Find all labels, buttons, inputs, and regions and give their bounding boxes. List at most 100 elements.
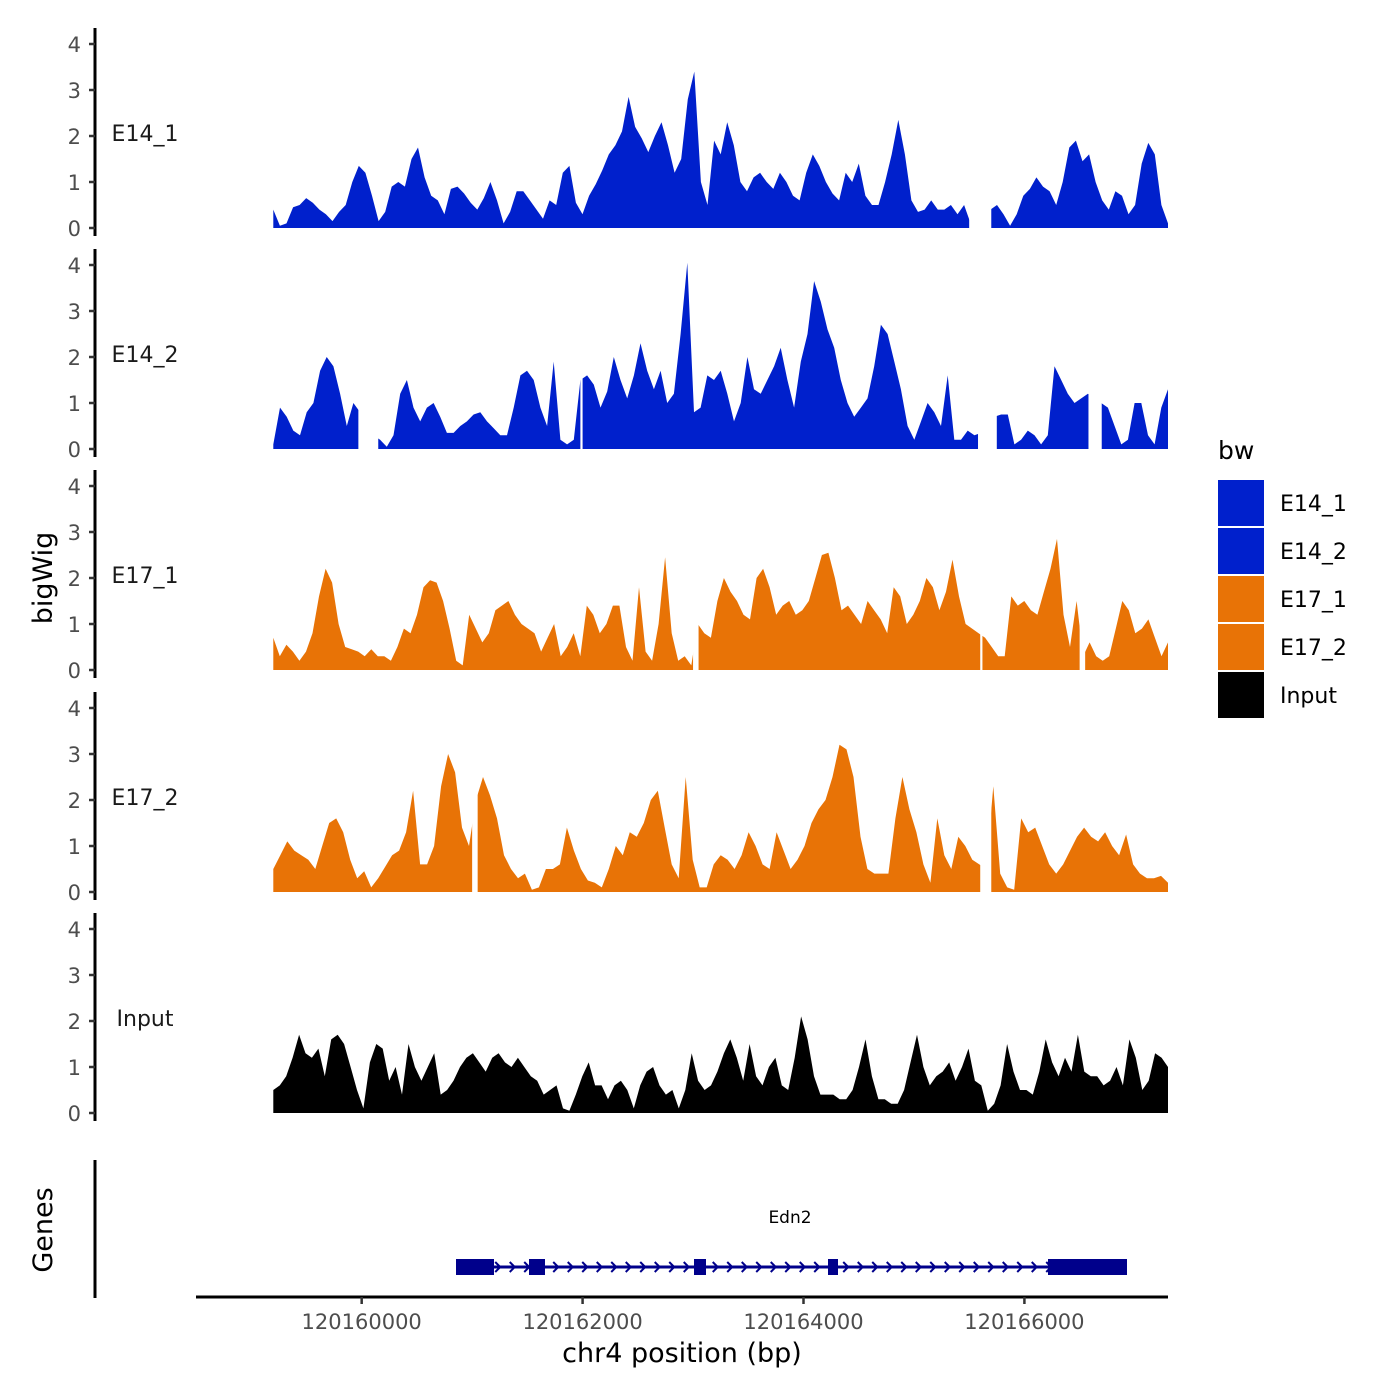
y-tick-label: 2	[68, 567, 81, 591]
strand-arrow-icon	[900, 1261, 908, 1273]
gene-name-label: Edn2	[768, 1208, 811, 1228]
strand-arrow-icon	[552, 1261, 560, 1273]
strand-arrow-icon	[1002, 1261, 1010, 1273]
strand-arrow-icon	[886, 1261, 894, 1273]
y-tick-label: 1	[68, 1056, 81, 1080]
track-label: E17_2	[112, 786, 179, 811]
y-tick-label: 1	[68, 171, 81, 195]
y-axis-title: bigWig	[28, 532, 59, 625]
y-tick-label: 4	[68, 33, 81, 57]
y-tick-label: 3	[68, 964, 81, 988]
legend-label-E17_1: E17_1	[1280, 588, 1347, 613]
y-tick-label: 1	[68, 835, 81, 859]
strand-arrow-icon	[755, 1261, 763, 1273]
legend-title: bw	[1218, 436, 1254, 465]
strand-arrow-icon	[668, 1261, 676, 1273]
strand-arrow-icon	[581, 1261, 589, 1273]
strand-arrow-icon	[987, 1261, 995, 1273]
track-label: E14_2	[112, 343, 179, 368]
legend-swatch-E14_1	[1218, 480, 1264, 526]
strand-arrow-icon	[741, 1261, 749, 1273]
track-E17_1: 0 1 2 3 4 E17_1	[68, 455, 1168, 683]
strand-arrow-icon	[494, 1261, 502, 1273]
legend-swatch-E14_2	[1218, 528, 1264, 574]
coverage-gap	[980, 455, 983, 672]
gene-exon	[1048, 1259, 1127, 1275]
track-label: E14_1	[112, 122, 179, 147]
legend-label-E14_1: E14_1	[1280, 492, 1347, 517]
strand-arrow-icon	[784, 1261, 792, 1273]
y-tick-label: 4	[68, 254, 81, 278]
strand-arrow-icon	[726, 1261, 734, 1273]
coverage-area-E17_2	[273, 744, 1168, 892]
y-tick-label: 1	[68, 392, 81, 416]
y-tick-label: 0	[68, 1102, 81, 1126]
strand-arrow-icon	[639, 1261, 647, 1273]
y-tick-label: 0	[68, 217, 81, 241]
y-tick-label: 0	[68, 659, 81, 683]
y-tick-label: 0	[68, 438, 81, 462]
x-axis: 120160000 120162000 120164000 120166000	[196, 1295, 1168, 1334]
strand-arrow-icon	[813, 1261, 821, 1273]
strand-arrow-icon	[973, 1261, 981, 1273]
track-E14_1: 0 1 2 3 4 E14_1	[68, 13, 1168, 241]
strand-arrow-icon	[1031, 1261, 1039, 1273]
x-tick-label: 120164000	[743, 1310, 863, 1334]
coverage-gap	[969, 13, 992, 230]
y-tick-label: 3	[68, 521, 81, 545]
y-tick-label: 1	[68, 613, 81, 637]
strand-arrow-icon	[799, 1261, 807, 1273]
strand-arrow-icon	[871, 1261, 879, 1273]
x-tick-label: 120160000	[302, 1310, 422, 1334]
coverage-area-Input	[273, 1016, 1168, 1113]
coverage-gap	[693, 455, 699, 672]
genes-axis-title: Genes	[28, 1187, 59, 1272]
legend-swatch-E17_2	[1218, 624, 1264, 670]
x-axis-title: chr4 position (bp)	[562, 1338, 802, 1369]
strand-arrow-icon	[958, 1261, 966, 1273]
strand-arrow-icon	[1016, 1261, 1024, 1273]
strand-arrow-icon	[567, 1261, 575, 1273]
track-label: E17_1	[112, 564, 179, 589]
y-tick-label: 3	[68, 300, 81, 324]
gene-exon	[529, 1259, 545, 1275]
coverage-area-E14_2	[273, 262, 1168, 449]
strand-arrow-icon	[857, 1261, 865, 1273]
strand-arrow-icon	[683, 1261, 691, 1273]
y-tick-label: 2	[68, 789, 81, 813]
legend-label-E14_2: E14_2	[1280, 540, 1347, 565]
y-tick-label: 4	[68, 918, 81, 942]
y-tick-label: 2	[68, 346, 81, 370]
x-tick-label: 120166000	[964, 1310, 1084, 1334]
y-tick-label: 4	[68, 475, 81, 499]
y-tick-label: 2	[68, 1010, 81, 1034]
strand-arrow-icon	[596, 1261, 604, 1273]
y-tick-label: 3	[68, 79, 81, 103]
legend-swatch-Input	[1218, 672, 1264, 718]
strand-arrow-icon	[509, 1261, 517, 1273]
gene-exon	[456, 1259, 494, 1275]
legend-label-Input: Input	[1280, 684, 1337, 709]
gene-exon	[694, 1259, 706, 1275]
coverage-area-E14_1	[273, 71, 1168, 228]
legend: bw E14_1 E14_2 E17_1 E17_2 Input	[1218, 436, 1347, 718]
coverage-gap	[978, 234, 997, 451]
strand-arrow-icon	[842, 1261, 850, 1273]
strand-arrow-icon	[929, 1261, 937, 1273]
coverage-area-E17_1	[273, 538, 1168, 670]
track-label: Input	[117, 1007, 174, 1032]
strand-arrow-icon	[625, 1261, 633, 1273]
strand-arrow-icon	[610, 1261, 618, 1273]
y-tick-label: 3	[68, 743, 81, 767]
y-tick-label: 2	[68, 125, 81, 149]
y-tick-label: 0	[68, 881, 81, 905]
strand-arrow-icon	[770, 1261, 778, 1273]
y-tick-label: 4	[68, 697, 81, 721]
coverage-gap	[580, 234, 583, 451]
x-tick-label: 120162000	[522, 1310, 642, 1334]
coverage-gap	[1079, 455, 1086, 672]
coverage-gap	[358, 234, 379, 451]
coverage-gap	[472, 677, 478, 894]
strand-arrow-icon	[654, 1261, 662, 1273]
